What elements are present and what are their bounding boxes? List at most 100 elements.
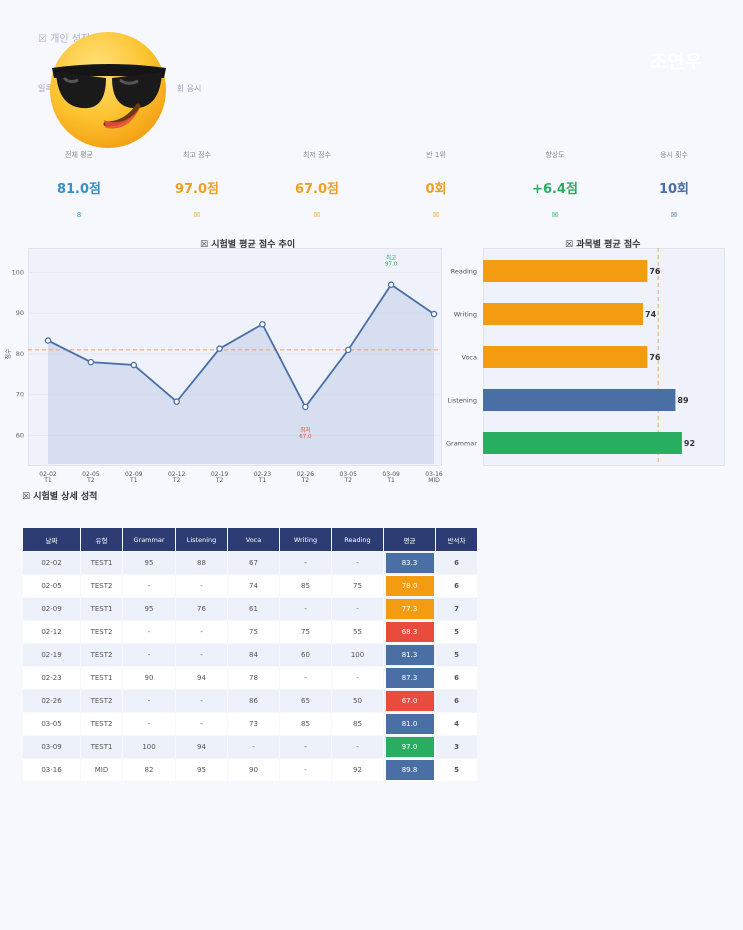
table-cell: 02-19: [23, 644, 80, 666]
x-tick-sublabel: T1: [258, 477, 267, 484]
table-cell: 67: [228, 552, 279, 574]
y-tick-label: 90: [16, 309, 24, 317]
x-tick-label: 02-23: [254, 471, 272, 478]
data-point: [387, 281, 395, 288]
table-cell: -: [123, 575, 175, 597]
column-header[interactable]: Reading: [332, 528, 383, 551]
column-header[interactable]: Writing: [280, 528, 331, 551]
y-tick-label: Writing: [454, 311, 477, 319]
data-point: [430, 310, 438, 318]
stat-label: 반 1위: [426, 151, 446, 159]
min-annotation-label: 최저: [300, 426, 310, 434]
stat-card: 응시 횟수 10회 ☒: [629, 150, 719, 219]
stat-card: 반 1위 0회 ☒: [391, 150, 481, 219]
table-cell: 88: [176, 552, 227, 574]
subtitle-right: 회 응시: [176, 84, 202, 93]
table-cell: TEST1: [81, 552, 122, 574]
table-row: 03-09 TEST1 100 94- - -97.0 3: [23, 736, 477, 758]
score-table: 날짜 유형 Grammar Listening Voca Writing Reading 평균…: [22, 527, 478, 782]
x-tick-label: 02-12: [168, 471, 186, 478]
x-tick-sublabel: T1: [386, 477, 395, 484]
table-cell: 85: [280, 713, 331, 735]
rank-cell: 7: [436, 598, 477, 620]
table-cell: 61: [228, 598, 279, 620]
stat-icon: ☒: [670, 211, 678, 219]
table-cell: 86: [228, 690, 279, 712]
column-header[interactable]: Grammar: [123, 528, 175, 551]
table-cell: TEST2: [81, 621, 122, 643]
table-row: 03-05 TEST2- -73 85 85 81.0 4: [23, 713, 477, 735]
average-badge: 87.3: [384, 667, 435, 689]
y-tick-label: 60: [16, 431, 24, 439]
table-cell: 75: [332, 575, 383, 597]
table-cell: 94: [176, 667, 227, 689]
data-point: [302, 403, 309, 411]
average-badge: 68.3: [384, 621, 435, 643]
data-point: [216, 345, 223, 352]
bar-value-label: 92: [684, 439, 695, 448]
table-cell: -: [280, 736, 331, 758]
table-cell: 74: [228, 575, 279, 597]
table-cell: 84: [228, 644, 279, 666]
subtitle: 일목 회 응시: [38, 83, 201, 94]
table-cell: 02-26: [23, 690, 80, 712]
table-cell: -: [123, 644, 175, 666]
x-tick-sublabel: T2: [215, 477, 224, 484]
table-cell: 92: [332, 759, 383, 781]
column-header[interactable]: Voca: [228, 528, 279, 551]
table-cell: -: [176, 713, 227, 735]
bar-value-label: 89: [677, 396, 689, 405]
table-cell: TEST2: [81, 690, 122, 712]
column-header[interactable]: 유형: [81, 528, 122, 551]
table-cell: -: [332, 736, 383, 758]
column-header[interactable]: 평균: [384, 528, 435, 551]
x-tick-label: 03-16: [425, 471, 443, 478]
stat-value: 67.0점: [294, 182, 340, 197]
y-tick-label: 80: [16, 350, 24, 358]
average-badge: 81.3: [384, 644, 435, 666]
table-cell: 78: [228, 667, 279, 689]
x-tick-sublabel: T2: [172, 477, 181, 484]
stat-value: 10회: [658, 182, 690, 197]
table-cell: -: [280, 759, 331, 781]
rank-cell: 6: [436, 690, 477, 712]
table-cell: 50: [332, 690, 383, 712]
average-badge: 67.0: [384, 690, 435, 712]
rank-cell: 3: [436, 736, 477, 758]
table-cell: -: [280, 667, 331, 689]
table-cell: 100: [332, 644, 383, 666]
x-tick-sublabel: T2: [343, 477, 352, 484]
table-cell: 75: [228, 621, 279, 643]
stat-label: 최고 점수: [183, 151, 211, 159]
table-cell: 03-16: [23, 759, 80, 781]
table-row: 02-09 TEST1 95 76 61- -77.3 7: [23, 598, 477, 620]
table-cell: 85: [332, 713, 383, 735]
table-cell: 02-12: [23, 621, 80, 643]
stat-icon: ☒: [313, 211, 321, 219]
data-point: [44, 337, 52, 344]
x-tick-sublabel: T2: [301, 477, 310, 484]
stat-card: 향상도 +6.4점 ☒: [510, 150, 600, 219]
column-header[interactable]: 날짜: [23, 528, 80, 551]
table-cell: 02-05: [23, 575, 80, 597]
user-name: 조연우: [650, 52, 703, 73]
table-cell: 75: [280, 621, 331, 643]
table-cell: 73: [228, 713, 279, 735]
data-point: [87, 358, 95, 366]
table-cell: TEST1: [81, 667, 122, 689]
average-badge: 77.3: [384, 598, 435, 620]
x-tick-label: 03-09: [382, 471, 400, 478]
column-header[interactable]: 반석차: [436, 528, 477, 551]
column-header[interactable]: Listening: [176, 528, 227, 551]
rank-cell: 4: [436, 713, 477, 735]
rank-cell: 6: [436, 552, 477, 574]
table-row: 03-16 MID 82 95 90-92 89.8 5: [23, 759, 477, 781]
average-badge: 78.0: [384, 575, 435, 597]
section-title: ☒ 개인 성적: [38, 34, 91, 45]
table-row: 02-02 TEST1 95 88 67- -83.3 6: [23, 552, 477, 574]
data-point: [173, 398, 180, 405]
table-cell: TEST2: [81, 575, 122, 597]
rank-cell: 6: [436, 575, 477, 597]
table-cell: 100: [123, 736, 175, 758]
stat-card: 최저 점수 67.0점 ☒: [272, 150, 362, 219]
